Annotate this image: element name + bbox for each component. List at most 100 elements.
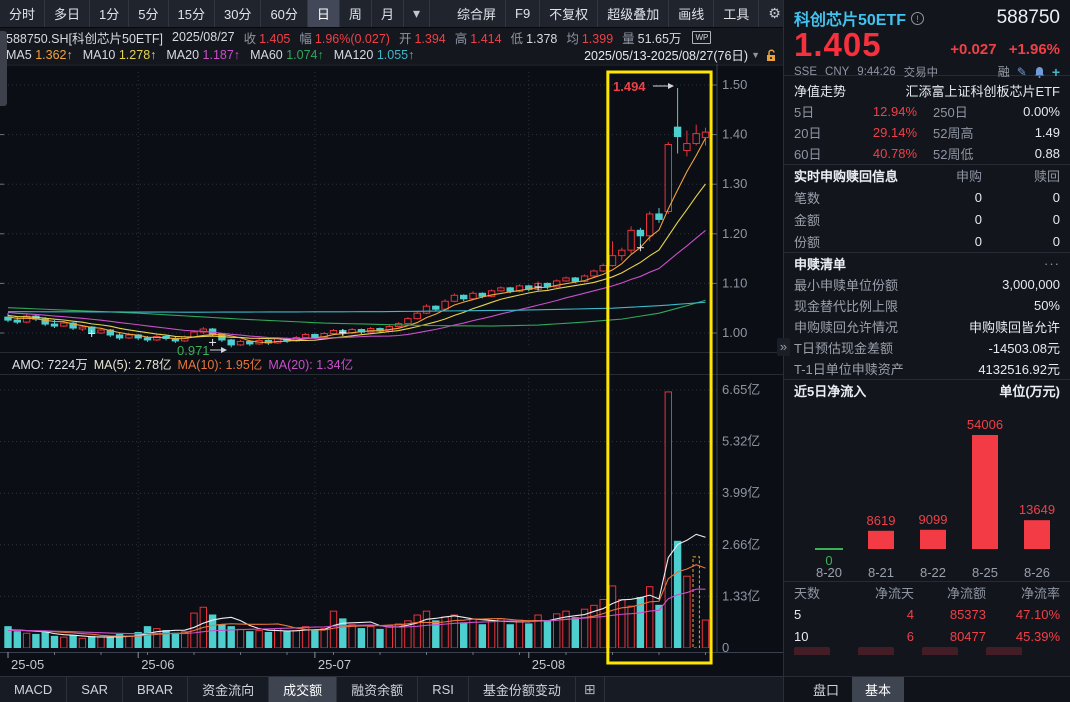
period-tab-月[interactable]: 月 (372, 0, 404, 27)
subscription-row: 现金替代比例上限 50% (784, 295, 1070, 316)
date-range-selector[interactable]: 2025/05/13-2025/08/27(76日) ▼ (584, 45, 777, 65)
indicator-tab-成交额[interactable]: 成交额 (269, 677, 338, 702)
fund-nav-row[interactable]: 净值走势 汇添富上证科创板芯片ETF (784, 80, 1070, 101)
period-dropdown-icon[interactable]: ▾ (404, 0, 430, 27)
flow-col-天数: 天数 (794, 586, 821, 601)
toolbar-item-画线[interactable]: 画线 (669, 0, 715, 27)
ma-legend-bar: MA5 1.362↑ MA10 1.278↑ MA20 1.187↑ MA60 1.0… (0, 45, 783, 65)
svg-text:25-06: 25-06 (141, 657, 174, 672)
indicator-tab-基金份额变动[interactable]: 基金份额变动 (469, 677, 576, 702)
period-tab-多日[interactable]: 多日 (45, 0, 91, 27)
clipped-table-row (784, 647, 1070, 655)
period-tab-15分[interactable]: 15分 (169, 0, 215, 27)
toolbar-item-工具[interactable]: 工具 (714, 0, 760, 27)
toolbar-item-综合屏[interactable]: 综合屏 (448, 0, 506, 27)
quote-field: 2025/08/27 (172, 30, 235, 44)
svg-text:25-07: 25-07 (318, 657, 351, 672)
perf-value: 1.49 (1034, 125, 1060, 140)
flow-value: 80477 (949, 628, 986, 644)
svg-text:3.99亿: 3.99亿 (722, 485, 760, 500)
indicator-tab-融资余额[interactable]: 融资余额 (337, 677, 419, 702)
realtime-subscription-rows: 笔数 0 0 金额 0 0 份额 0 0 (784, 186, 1070, 252)
edit-icon[interactable]: ✎ (1016, 64, 1027, 79)
column-buy: 申购 (955, 169, 982, 184)
perf-label: 250日 (933, 105, 968, 120)
ma-legend-MA120: MA120 1.055↑ (334, 48, 415, 62)
indicator-tab-SAR[interactable]: SAR (67, 677, 124, 702)
flow-table-row: 10 6 80477 45.39% (784, 625, 1070, 647)
margin-badge: 融 (997, 65, 1010, 79)
wp-popup-icon[interactable]: WP (692, 30, 712, 44)
ma-value: 1.362↑ (35, 48, 73, 62)
indicator-tab-资金流向[interactable]: 资金流向 (188, 677, 270, 702)
subscription-row: T-1日单位申赎资产 4132516.92元 (784, 358, 1070, 379)
info-icon[interactable]: ! (911, 11, 925, 25)
ma-value: 1.278↑ (118, 48, 157, 62)
svg-text:0.971: 0.971 (177, 343, 210, 358)
period-tab-30分[interactable]: 30分 (215, 0, 262, 27)
perf-value: 0.00% (1023, 104, 1060, 119)
drawer-handle[interactable] (0, 31, 7, 106)
panel-tab-bar: 盘口 基本 (784, 676, 1070, 702)
quote-time: 9:44:26 (857, 65, 896, 78)
more-icon[interactable]: ··· (1044, 256, 1060, 271)
toolbar-item-F9[interactable]: F9 (506, 0, 541, 27)
date-range-label[interactable]: 2025/05/13-2025/08/27(76日) (584, 45, 749, 65)
bell-icon[interactable] (1034, 66, 1045, 78)
indicator-tab-RSI[interactable]: RSI (418, 677, 469, 702)
redeem-value: 0 (1052, 211, 1060, 227)
candlestick-volume-chart[interactable]: 1.00 1.10 1.20 1.30 1.40 1.50 0 1.33亿 2.66亿 3.99亿… (0, 64, 783, 676)
add-indicator-icon[interactable]: ⊞ (576, 677, 605, 702)
field-value: 1.399 (581, 31, 614, 46)
toolbar-item-超级叠加[interactable]: 超级叠加 (598, 0, 670, 27)
indicator-tab-MACD[interactable]: MACD (0, 677, 68, 702)
field-value: 1.96%(0.027) (314, 31, 390, 46)
change-percent: +1.96% (1008, 41, 1060, 58)
perf-label: 60日 (794, 147, 822, 162)
svg-text:1.30: 1.30 (722, 176, 747, 191)
svg-text:1.10: 1.10 (722, 275, 747, 290)
realtime-row: 金额 0 0 (784, 208, 1070, 230)
svg-text:8-26: 8-26 (1024, 565, 1050, 580)
panel-tab-盘口[interactable]: 盘口 (813, 683, 840, 698)
ma-value: 1.187↑ (202, 48, 241, 62)
section-title: 实时申购赎回信息 (794, 169, 899, 184)
svg-text:0: 0 (825, 553, 832, 568)
perf-label: 5日 (794, 105, 815, 120)
period-tab-5分[interactable]: 5分 (129, 0, 169, 27)
perf-row: 20日 29.14% 52周高 1.49 (784, 122, 1070, 143)
ma-legend-MA5: MA5 1.362↑ (6, 48, 73, 62)
toolbar-spacer (430, 0, 448, 27)
nav-trend-label[interactable]: 净值走势 (794, 84, 847, 99)
period-tab-1分[interactable]: 1分 (90, 0, 130, 27)
subscription-list-header: 申赎清单 ··· (784, 253, 1070, 274)
flow-table-rows: 5 4 85373 47.10% 10 6 80477 45.39% (784, 603, 1070, 647)
flow-value: 45.39% (1015, 628, 1060, 644)
period-tab-周[interactable]: 周 (340, 0, 372, 27)
svg-text:8-22: 8-22 (920, 565, 946, 580)
period-tab-日[interactable]: 日 (307, 0, 340, 27)
field-value: 588750.SH[科创芯片50ETF] (6, 31, 164, 46)
panel-expander-icon[interactable]: » (777, 338, 790, 356)
realtime-subscription-header: 实时申购赎回信息 申购 赎回 (784, 165, 1070, 186)
field-label: 开 (398, 31, 412, 46)
period-tab-分时[interactable]: 分时 (0, 0, 46, 27)
period-tab-60分[interactable]: 60分 (261, 0, 308, 27)
ma-legend-MA60: MA60 1.074↑ (250, 48, 324, 62)
days-value: 10 (794, 628, 809, 644)
toolbar-item-不复权[interactable]: 不复权 (540, 0, 599, 27)
unlock-icon[interactable] (765, 49, 777, 62)
indicator-tab-BRAR[interactable]: BRAR (123, 677, 189, 702)
panel-tab-基本[interactable]: 基本 (852, 677, 905, 702)
last-price: 1.405 (794, 26, 882, 63)
add-watchlist-icon[interactable]: + (1051, 63, 1060, 80)
quote-field-收: 收 1.405 (244, 28, 291, 47)
perf-row: 60日 40.78% 52周低 0.88 (784, 143, 1070, 164)
row-label: 金额 (794, 212, 821, 228)
chevron-down-icon[interactable]: ▼ (751, 50, 760, 60)
quote-field-均: 均 1.399 (566, 28, 613, 47)
perf-row: 5日 12.94% 250日 0.00% (784, 101, 1070, 122)
ma-legend-MA20: MA20 1.187↑ (166, 48, 240, 62)
quote-field-开: 开 1.394 (399, 28, 446, 47)
